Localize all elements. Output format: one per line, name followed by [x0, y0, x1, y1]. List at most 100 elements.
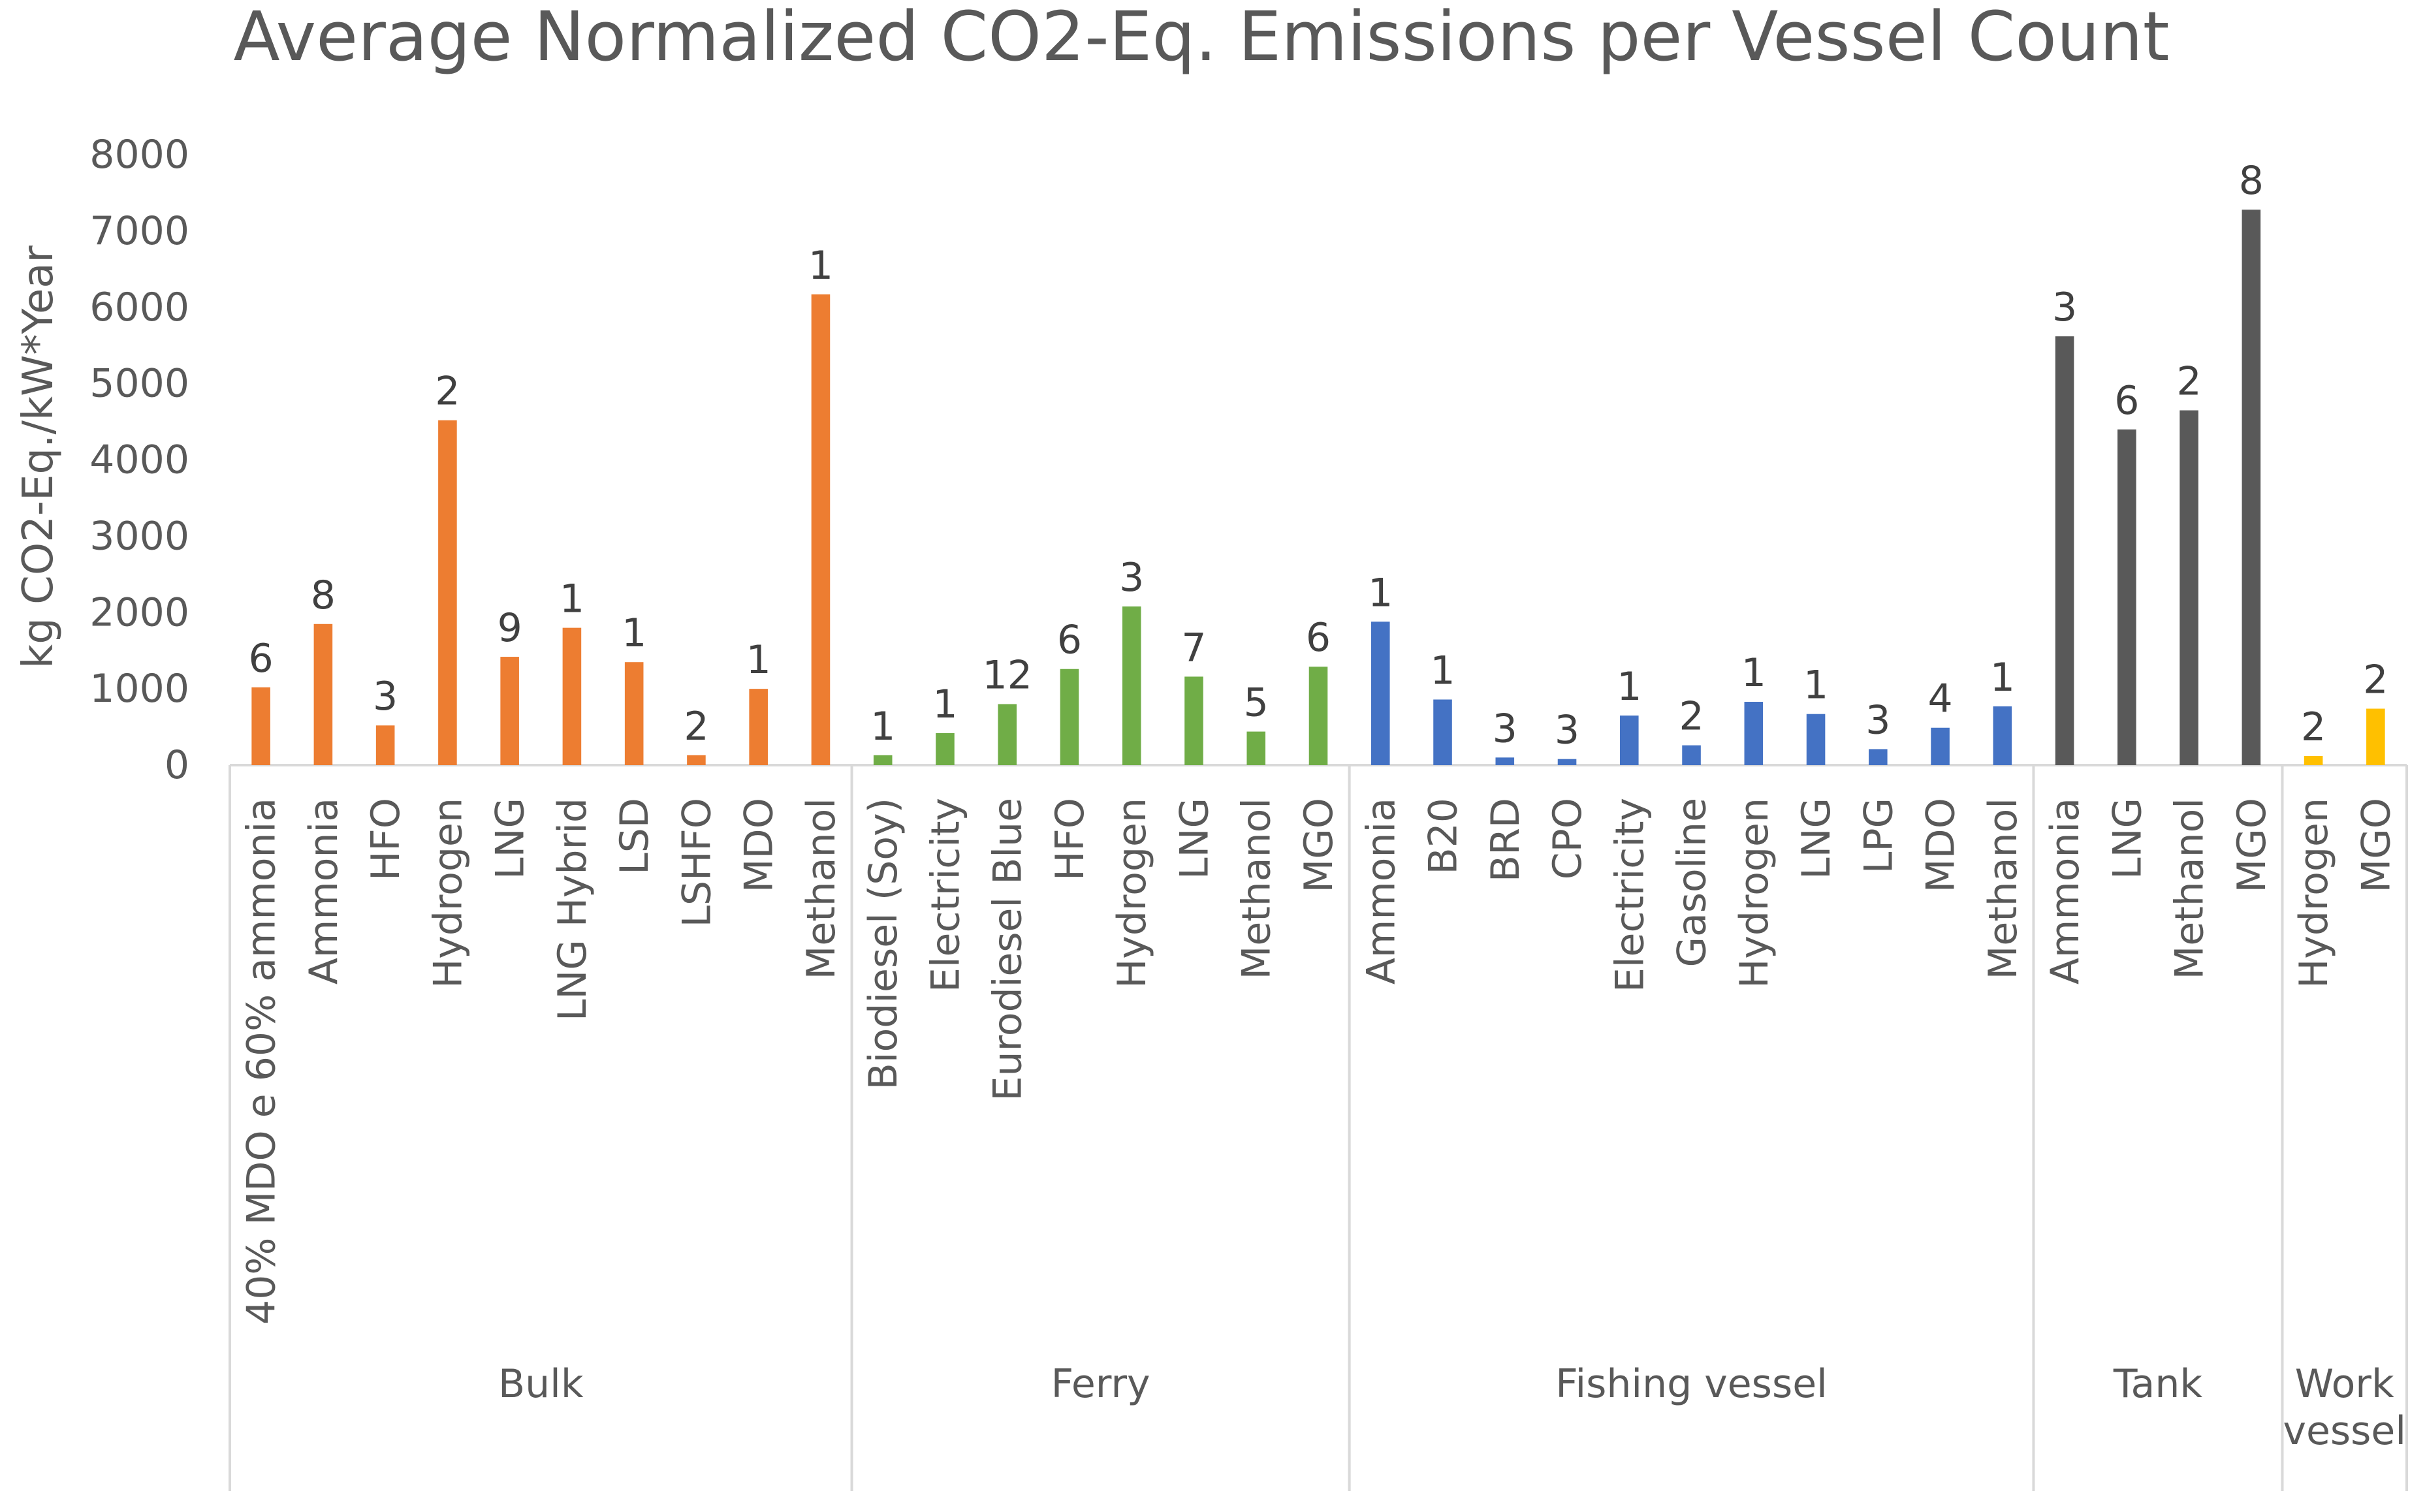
data-label: 1 [1430, 648, 1455, 693]
category-label: LSD [612, 798, 658, 875]
data-label: 1 [1741, 650, 1766, 696]
data-label: 2 [684, 704, 708, 749]
data-label: 6 [1057, 618, 1082, 663]
data-label: 1 [560, 576, 584, 622]
data-label: 9 [498, 605, 522, 651]
category-label: Eurodiesel Blue [985, 798, 1031, 1101]
bar [1060, 669, 1079, 765]
bar [1682, 745, 1701, 765]
data-label: 2 [2363, 657, 2388, 703]
category-label: LNG [488, 798, 533, 879]
bar [1246, 731, 1266, 765]
category-label: HFO [1047, 798, 1093, 881]
bar [1433, 699, 1452, 765]
category-label: BRD [1483, 798, 1529, 882]
data-label: 2 [1679, 694, 1704, 740]
data-label: 3 [1119, 555, 1144, 601]
bar [998, 704, 1017, 765]
bar [1744, 701, 1764, 765]
bar [562, 627, 582, 765]
bar [624, 662, 644, 765]
data-label: 1 [1803, 663, 1828, 708]
category-label: MDO [737, 798, 782, 892]
data-label: 1 [1990, 655, 2015, 701]
bar [1184, 676, 1203, 765]
category-label: MGO [2353, 798, 2399, 893]
data-label: 2 [2301, 704, 2326, 750]
group-label: Bulk [498, 1361, 584, 1407]
category-label: Ammonia [301, 798, 347, 984]
data-label: 12 [983, 653, 1032, 699]
category-label: CPO [1545, 798, 1591, 879]
data-label: 8 [311, 573, 336, 618]
category-label: Biodiesel (Soy) [861, 798, 906, 1090]
category-label: MDO [1918, 798, 1964, 892]
data-label: 7 [1181, 625, 1206, 670]
y-tick-label: 4000 [89, 437, 189, 483]
y-tick-label: 6000 [89, 285, 189, 330]
data-label: 3 [2052, 285, 2077, 330]
data-label: 6 [1306, 615, 1331, 661]
bars [251, 210, 2385, 766]
category-label: 40% MDO e 60% ammonia [239, 798, 285, 1325]
category-label: HFO [363, 798, 409, 881]
bar [375, 725, 395, 765]
category-label: Methanol [2167, 798, 2213, 979]
bar [2304, 755, 2323, 765]
category-label: LNG Hybrid [550, 798, 595, 1021]
category-label: Electricity [923, 798, 968, 992]
category-label: LPG [1856, 798, 1901, 874]
bar [1308, 667, 1328, 765]
data-label: 1 [746, 637, 771, 683]
bar [1619, 716, 1639, 765]
data-label: 1 [870, 704, 895, 749]
bar [1993, 706, 2012, 765]
category-label: Methanol [799, 798, 844, 979]
group-label: Tank [2113, 1361, 2203, 1407]
group-label: Ferry [1051, 1361, 1150, 1407]
data-label: 3 [1865, 697, 1890, 743]
data-label: 1 [808, 243, 833, 289]
data-label: 5 [1244, 680, 1269, 726]
chart-title: Average Normalized CO2-Eq. Emissions per… [234, 0, 2170, 76]
y-axis-label: kg CO2-Eq./kW*Year [14, 245, 63, 668]
category-label: B20 [1421, 798, 1466, 875]
y-axis-ticks: 0 1000 2000 3000 4000 5000 6000 7000 8000 [89, 132, 189, 788]
category-label: MGO [2229, 798, 2275, 893]
bar [2366, 708, 2385, 765]
category-label: LNG [2104, 798, 2150, 879]
category-label: Ammonia [2042, 798, 2088, 984]
bar [1806, 714, 1826, 765]
category-label: Hydrogen [1732, 798, 1777, 988]
category-label: Methanol [1234, 798, 1280, 979]
category-label: Ammonia [1358, 798, 1404, 984]
data-label: 1 [932, 682, 957, 727]
data-label: 1 [1617, 664, 1641, 710]
bar [1122, 606, 1141, 765]
data-label: 2 [435, 369, 460, 415]
category-label: LNG [1171, 798, 1217, 879]
data-label: 1 [622, 610, 646, 656]
bar [749, 689, 768, 765]
bar [313, 623, 333, 765]
bar [500, 657, 519, 765]
data-label: 4 [1927, 676, 1952, 722]
category-label: Hydrogen [2291, 798, 2337, 988]
bar [2242, 210, 2261, 765]
bar [1931, 727, 1950, 765]
bar [687, 755, 706, 765]
bar [1495, 757, 1515, 765]
category-label: MGO [1296, 798, 1342, 893]
data-label: 3 [373, 674, 398, 719]
data-label: 3 [1493, 706, 1517, 751]
data-label: 6 [2114, 378, 2139, 424]
bar [1869, 749, 1888, 765]
bar [1557, 759, 1577, 765]
category-label: Hydrogen [1109, 798, 1155, 988]
y-tick-label: 3000 [89, 513, 189, 559]
y-tick-label: 1000 [89, 666, 189, 712]
bar [2117, 429, 2136, 765]
